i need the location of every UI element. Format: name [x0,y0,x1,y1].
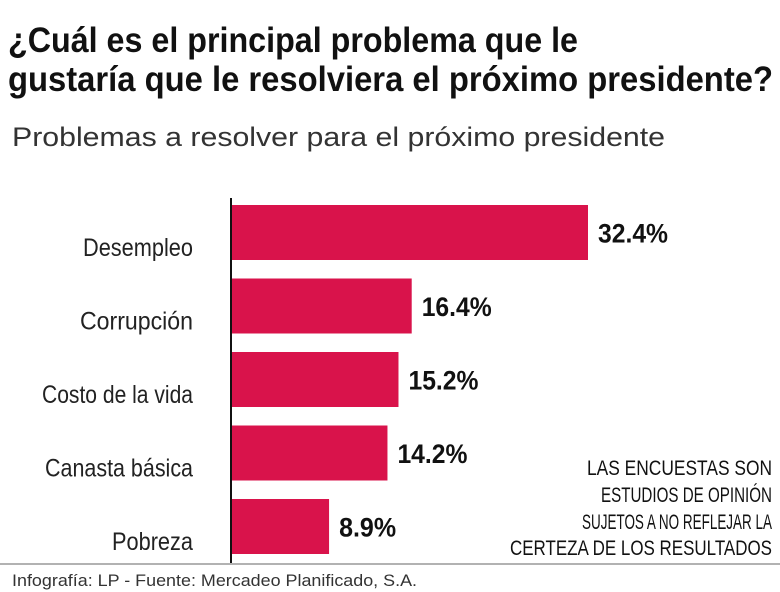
bar-2 [231,352,399,407]
note-line-3: SUJETOS A NO REFLEJAR LA [582,511,772,534]
value-label: 14.2% [397,439,467,469]
note-line-2: ESTUDIOS DE OPINIÓN [601,484,772,507]
bar-0 [231,205,588,260]
category-label: Costo de la vida [42,381,193,409]
note-line-4: CERTEZA DE LOS RESULTADOS [510,537,772,560]
category-label: Desempleo [83,234,193,262]
value-label: 16.4% [422,292,492,322]
value-label: 32.4% [598,219,668,249]
chart-subtitle: Problemas a resolver para el próximo pre… [12,122,665,152]
note-line-1: LAS ENCUESTAS SON [587,457,772,480]
category-label: Canasta básica [45,455,193,483]
bar-4 [231,499,330,554]
value-label: 8.9% [339,513,396,543]
category-label: Pobreza [112,528,193,556]
chart-title-line-2: gustaría que le resolviera el próximo pr… [8,60,773,99]
bar-3 [231,425,388,481]
bar-1 [231,278,412,334]
value-label: 15.2% [408,366,478,396]
category-label: Corrupción [80,308,193,336]
source-credit: Infografía: LP - Fuente: Mercadeo Planif… [12,571,417,590]
chart-title-line-1: ¿Cuál es el principal problema que le [8,21,578,60]
